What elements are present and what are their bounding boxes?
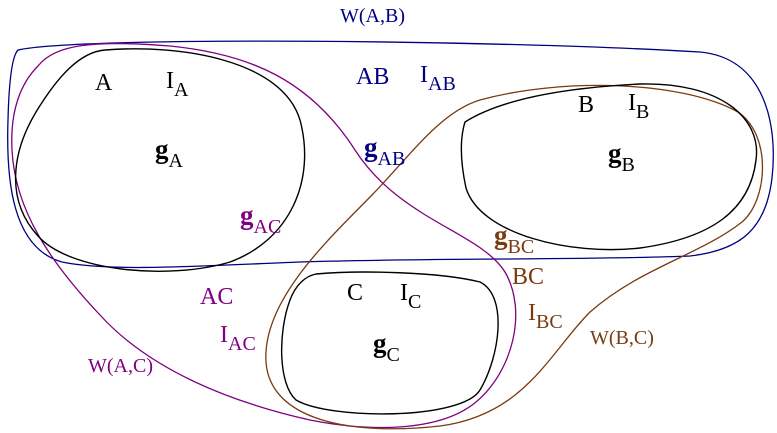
ac-info-label: IAC — [220, 322, 256, 355]
region-b — [460, 83, 758, 251]
bc-info-label: IBC — [528, 300, 563, 333]
w-ab-label: W(A,B) — [340, 5, 405, 27]
bc-name: BC — [512, 264, 544, 290]
region-b-name: B — [578, 92, 594, 118]
bc-g-label: gBC — [494, 220, 534, 258]
w-bc-label: W(B,C) — [590, 327, 654, 349]
ac-g-label: gAC — [240, 200, 281, 238]
region-b-g-label: gB — [608, 138, 635, 176]
ac-name: AC — [200, 284, 233, 310]
ab-info-label: IAB — [420, 62, 456, 95]
ab-g-label: gAB — [364, 132, 405, 170]
region-c-name: C — [347, 280, 363, 306]
w-ab-boundary — [7, 40, 774, 269]
w-ac-boundary — [11, 42, 517, 429]
region-a-g-label: gA — [155, 134, 184, 172]
region-a-name: A — [95, 70, 113, 96]
region-a — [14, 48, 306, 272]
region-c — [280, 271, 499, 415]
region-c-info-label: IC — [400, 280, 421, 313]
ab-name: AB — [356, 64, 389, 90]
w-ac-label: W(A,C) — [88, 355, 153, 377]
region-b-info-label: IB — [628, 90, 649, 123]
region-c-g-label: gC — [373, 328, 400, 366]
region-a-info-label: IA — [166, 68, 189, 101]
